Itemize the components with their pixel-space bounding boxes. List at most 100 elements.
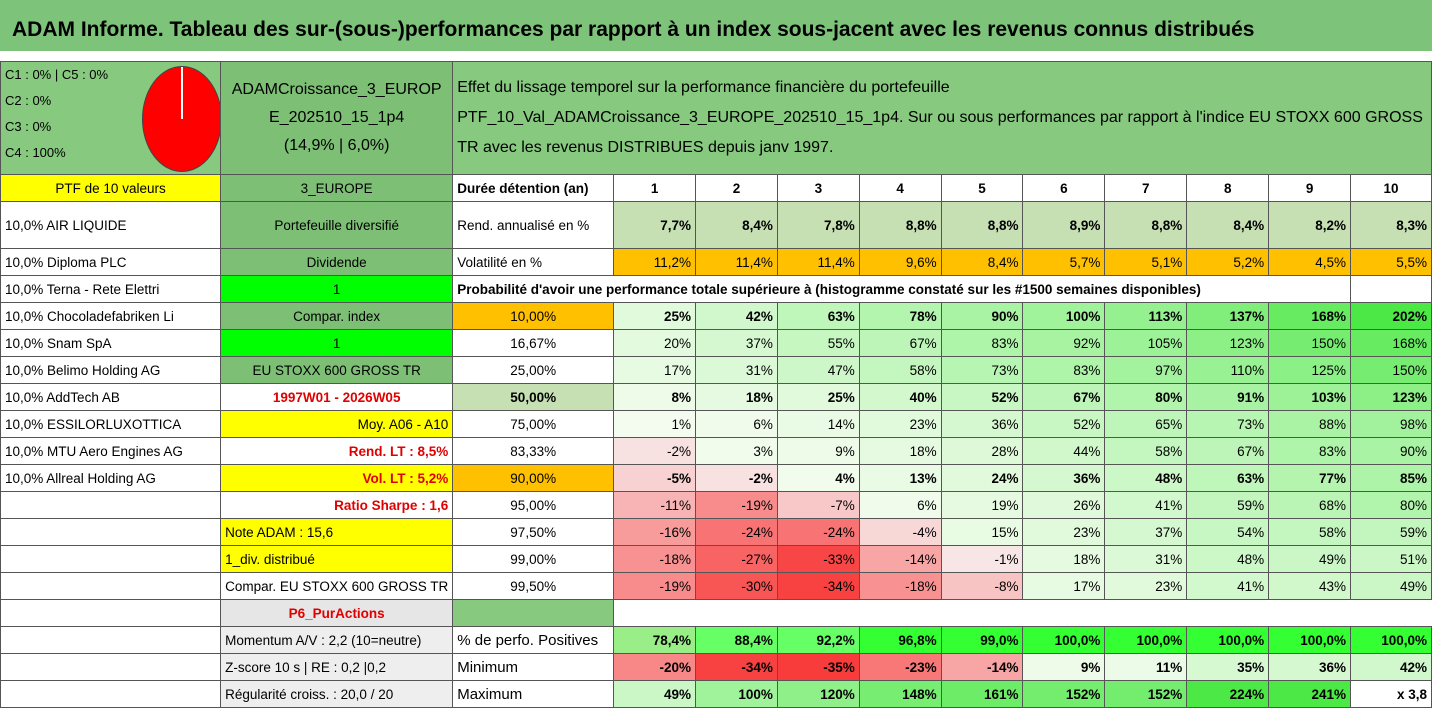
maximum-value: x 3,8 (1350, 680, 1432, 708)
probability-value: 63% (776, 302, 860, 330)
minimum-label: Minimum (452, 653, 615, 681)
probability-level: 16,67% (452, 329, 615, 357)
probability-value: 168% (1268, 302, 1352, 330)
year-header: 2 (695, 174, 778, 202)
probability-value: 51% (1350, 545, 1432, 573)
maximum-label: Maximum (452, 680, 615, 708)
probability-value: 36% (940, 410, 1024, 438)
probability-value: -19% (695, 491, 778, 519)
holding-row: 10,0% Chocoladefabriken Li (0, 302, 222, 330)
pct-positive-value: 92,2% (776, 626, 860, 654)
probability-value: 13% (858, 464, 942, 492)
pct-positive-value: 96,8% (858, 626, 942, 654)
probability-value: 41% (1104, 491, 1188, 519)
vol-value: 5,7% (1022, 248, 1106, 276)
probability-value: 24% (940, 464, 1024, 492)
rend-value: 8,8% (940, 201, 1024, 249)
compar-index-cell: Compar. index (220, 302, 454, 330)
probability-value: 23% (1022, 518, 1106, 546)
minimum-value: -35% (776, 653, 860, 681)
rend-value: 7,7% (613, 201, 697, 249)
vol-label: Volatilité en % (452, 248, 615, 276)
probability-value: 63% (1186, 464, 1270, 492)
probability-value: 25% (613, 302, 697, 330)
holding-row: 10,0% MTU Aero Engines AG (0, 437, 222, 465)
rend-value: 7,8% (776, 201, 860, 249)
year-header: 10 (1350, 174, 1432, 202)
holding-row: 10,0% AddTech AB (0, 383, 222, 411)
probability-value: 31% (695, 356, 778, 384)
portfolio-name-cont: E_202510_15_1p4 (269, 109, 405, 126)
probability-value: 18% (1022, 545, 1106, 573)
diversified-cell: Portefeuille diversifié (220, 201, 454, 249)
probability-value: 40% (858, 383, 942, 411)
maximum-value: 161% (940, 680, 1024, 708)
dividend-cell: Dividende (220, 248, 454, 276)
probability-value: 18% (858, 437, 942, 465)
probability-value: 59% (1186, 491, 1270, 519)
empty-cell (0, 626, 222, 654)
rend-value: 8,2% (1268, 201, 1352, 249)
rend-lt-cell: Rend. LT : 8,5% (220, 437, 454, 465)
probability-value: 202% (1350, 302, 1432, 330)
maximum-value: 152% (1104, 680, 1188, 708)
probability-value: 58% (858, 356, 942, 384)
year-header: 4 (858, 174, 942, 202)
vol-value: 4,5% (1268, 248, 1352, 276)
probability-value: 83% (940, 329, 1024, 357)
probability-value: -1% (940, 545, 1024, 573)
vol-lt-cell: Vol. LT : 5,2% (220, 464, 454, 492)
minimum-value: 36% (1268, 653, 1352, 681)
probability-value: 58% (1104, 437, 1188, 465)
probability-value: 137% (1186, 302, 1270, 330)
probability-value: 25% (776, 383, 860, 411)
probability-value: 90% (1350, 437, 1432, 465)
sharpe-cell: Ratio Sharpe : 1,6 (220, 491, 454, 519)
probability-value: 37% (695, 329, 778, 357)
probability-level: 90,00% (452, 464, 615, 492)
probability-value: 80% (1104, 383, 1188, 411)
rend-value: 8,4% (1186, 201, 1270, 249)
flag-cell: 1 (220, 275, 454, 303)
pie-legend-item: C3 : 0% (5, 119, 52, 134)
empty-cell (614, 600, 1432, 627)
year-header: 3 (776, 174, 860, 202)
rend-value: 8,9% (1022, 201, 1106, 249)
index-name-cell: EU STOXX 600 GROSS TR (220, 356, 454, 384)
probability-level: 83,33% (452, 437, 615, 465)
probability-value: 59% (1350, 518, 1432, 546)
probability-value: 83% (1022, 356, 1106, 384)
probability-value: -8% (940, 572, 1024, 600)
page-title: ADAM Informe. Tableau des sur-(sous-)per… (0, 0, 1432, 56)
rend-label: Rend. annualisé en % (452, 201, 615, 249)
maximum-value: 148% (858, 680, 942, 708)
probability-value: -18% (858, 572, 942, 600)
portfolio-name: ADAMCroissance_3_EUROP (231, 81, 442, 98)
empty-cell (0, 491, 222, 519)
year-header: 8 (1186, 174, 1270, 202)
probability-header: Probabilité d'avoir une performance tota… (452, 275, 1352, 303)
maximum-value: 152% (1022, 680, 1106, 708)
probability-value: 88% (1268, 410, 1352, 438)
vol-value: 5,5% (1350, 248, 1432, 276)
probability-value: 150% (1268, 329, 1352, 357)
probability-value: -33% (776, 545, 860, 573)
probability-value: -11% (613, 491, 697, 519)
region-cell: 3_EUROPE (220, 174, 454, 202)
probability-value: 65% (1104, 410, 1188, 438)
empty-cell (0, 518, 222, 546)
probability-value: 49% (1350, 572, 1432, 600)
probability-value: 28% (940, 437, 1024, 465)
pie-legend-item: C2 : 0% (5, 93, 52, 108)
vol-value: 8,4% (940, 248, 1024, 276)
probability-value: 23% (858, 410, 942, 438)
maximum-side-label: Régularité croiss. : 20,0 / 20 (220, 680, 454, 708)
probability-value: 55% (776, 329, 860, 357)
probability-value: 77% (1268, 464, 1352, 492)
year-header: 7 (1104, 174, 1188, 202)
vol-value: 11,2% (613, 248, 697, 276)
probability-value: 4% (776, 464, 860, 492)
probability-value: 18% (695, 383, 778, 411)
probability-value: 20% (613, 329, 697, 357)
vol-value: 5,2% (1186, 248, 1270, 276)
